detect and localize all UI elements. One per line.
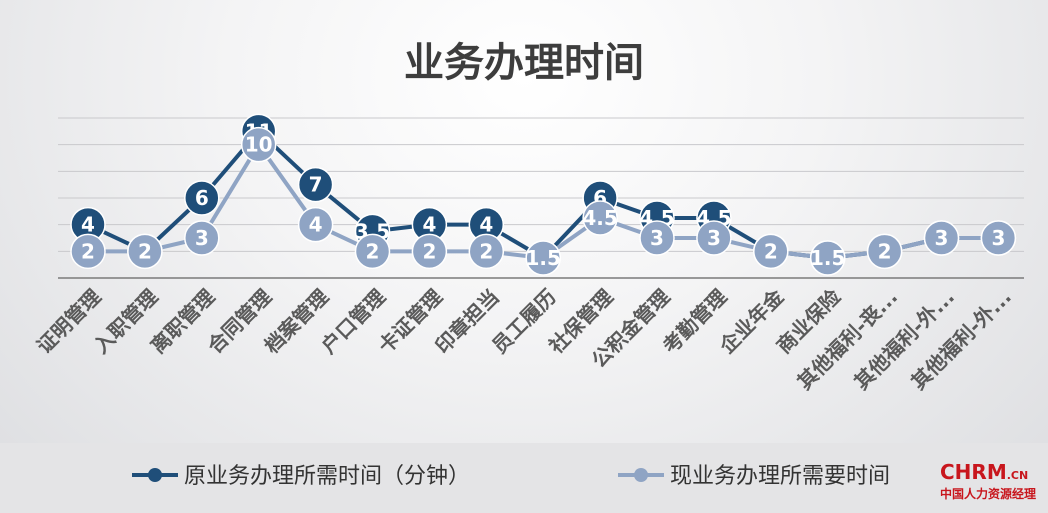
data-label: 3 [650, 226, 664, 250]
data-label: 2 [81, 239, 95, 263]
point-marker [866, 233, 903, 270]
data-point-s2-8: 2 [468, 233, 505, 270]
legend-marker [634, 468, 648, 482]
legend-label: 现业务办理所需要时间 [670, 464, 890, 489]
point-marker [184, 220, 220, 256]
point-marker [923, 220, 960, 256]
series-line-1 [87, 129, 999, 260]
data-point-s2-5: 4 [297, 206, 334, 243]
x-tick-label: 其他福利-外... [906, 285, 1016, 395]
legend-entry-1: 原业务办理所需时间（分钟） [132, 464, 470, 489]
data-label: 3 [935, 226, 949, 250]
chart-title: 业务办理时间 [404, 40, 644, 86]
point-marker [980, 220, 1017, 256]
point-marker [127, 233, 163, 270]
data-label: 3 [707, 226, 721, 250]
data-label: 2 [138, 239, 152, 263]
data-point-s2-2: 2 [127, 233, 163, 270]
data-label: 1.5 [810, 246, 845, 270]
point-marker [468, 233, 505, 270]
data-label: 7 [309, 173, 323, 197]
logo-brand: CHRM [940, 460, 1007, 484]
series-lines [87, 129, 999, 260]
point-marker [354, 233, 391, 270]
legend-marker [148, 468, 162, 482]
data-label: 4 [422, 213, 436, 237]
data-point-s2-10: 4.5 [582, 200, 618, 236]
data-point-s1-7: 4 [411, 206, 448, 243]
data-label: 4 [479, 213, 493, 237]
data-point-s2-7: 2 [411, 233, 448, 270]
x-axis-tick-labels: 证明管理入职管理离职管理合同管理档案管理户口管理卡证管理印章担当员工履历社保管理… [32, 284, 1016, 394]
legend-label: 原业务办理所需时间（分钟） [184, 464, 470, 489]
data-point-s2-4: 10 [240, 126, 277, 163]
point-marker [525, 240, 561, 276]
logo-tagline: 中国人力资源经理 [940, 487, 1037, 501]
data-label: 4 [81, 213, 95, 237]
data-label: 2 [479, 239, 493, 263]
point-marker [639, 220, 675, 256]
point-marker [411, 233, 448, 270]
data-label: 1.5 [525, 246, 560, 270]
data-label: 2 [366, 239, 380, 263]
legend-entry-2: 现业务办理所需要时间 [618, 464, 890, 489]
point-marker [184, 180, 220, 216]
x-tick-label: 其他福利-外... [849, 285, 959, 395]
point-marker [753, 233, 789, 270]
x-tick-label: 其他福利-丧... [792, 285, 902, 395]
data-point-s2-1: 2 [70, 233, 106, 270]
data-label: 10 [245, 133, 273, 157]
legend: 原业务办理所需时间（分钟） 现业务办理所需要时间 [132, 464, 890, 489]
data-point-s1-5: 7 [297, 166, 334, 203]
data-label: 2 [764, 239, 778, 263]
data-label: 2 [878, 239, 892, 263]
data-point-s1-8: 4 [468, 206, 505, 243]
point-marker [240, 126, 277, 163]
data-label: 4 [309, 213, 323, 237]
point-marker [70, 233, 106, 270]
point-marker [297, 206, 334, 243]
data-label: 4.5 [582, 206, 617, 230]
data-point-s2-9: 1.5 [525, 240, 561, 276]
data-point-s2-17: 3 [980, 220, 1017, 256]
data-point-s2-11: 3 [639, 220, 675, 256]
logo-suffix: .CN [1006, 469, 1029, 482]
point-marker [582, 200, 618, 236]
point-marker [297, 166, 334, 203]
data-point-s2-14: 1.5 [809, 240, 846, 276]
point-marker [809, 240, 846, 276]
legend-band [0, 443, 1048, 513]
data-point-s1-1: 4 [70, 206, 106, 243]
data-point-s2-13: 2 [753, 233, 789, 270]
data-label: 2 [422, 239, 436, 263]
chrm-logo: CHRM.CN 中国人力资源经理 [940, 462, 1040, 506]
data-points: 4261173.5441.564.54.521.52332231042221.5… [70, 113, 1017, 276]
data-point-s2-12: 3 [696, 220, 732, 256]
data-point-s2-15: 2 [866, 233, 903, 270]
point-marker [696, 220, 732, 256]
data-point-s2-16: 3 [923, 220, 960, 256]
data-label: 3 [991, 226, 1005, 250]
data-point-s2-6: 2 [354, 233, 391, 270]
data-point-s2-3: 3 [184, 220, 220, 256]
data-label: 6 [195, 186, 209, 210]
data-label: 3 [195, 226, 209, 250]
data-point-s1-3: 6 [184, 180, 220, 216]
